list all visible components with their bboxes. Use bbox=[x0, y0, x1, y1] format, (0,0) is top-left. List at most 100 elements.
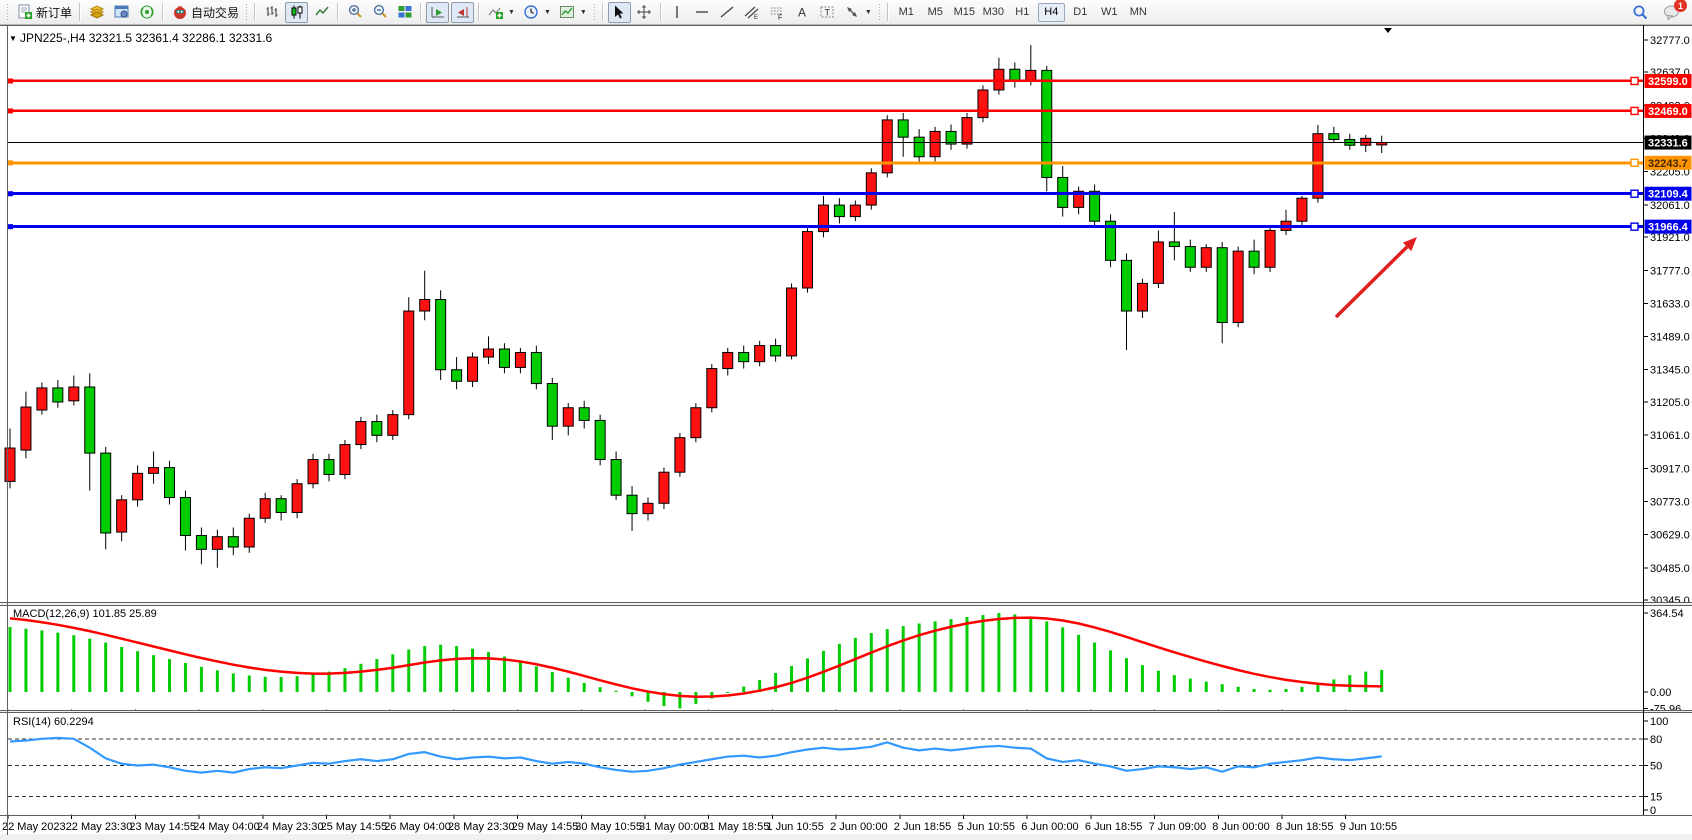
tile-windows-button[interactable] bbox=[393, 2, 416, 23]
text-tool-button[interactable]: A bbox=[791, 2, 814, 23]
hline-left-handle[interactable] bbox=[8, 160, 13, 166]
auto-scroll-icon bbox=[429, 4, 446, 21]
chart-shift-marker[interactable] bbox=[1384, 28, 1392, 33]
hline-left-handle[interactable] bbox=[8, 191, 13, 197]
svg-text:31061.0: 31061.0 bbox=[1650, 430, 1690, 442]
hline-left-handle[interactable] bbox=[8, 78, 13, 84]
tile-windows-icon bbox=[396, 4, 413, 21]
candlestick-chart-button[interactable] bbox=[285, 1, 309, 23]
svg-text:0.00: 0.00 bbox=[1650, 687, 1671, 699]
svg-text:31777.0: 31777.0 bbox=[1650, 265, 1690, 277]
toolbar-grip[interactable] bbox=[6, 3, 10, 21]
horizontal-line-tool-button[interactable] bbox=[691, 2, 714, 23]
horizontal-line-icon bbox=[694, 4, 711, 21]
timeframe-button-mn[interactable]: MN bbox=[1125, 3, 1152, 22]
svg-text:31921.0: 31921.0 bbox=[1650, 232, 1690, 244]
time-label: 29 May 14:55 bbox=[512, 821, 579, 833]
hline-right-handle[interactable] bbox=[1630, 158, 1639, 167]
chart-background bbox=[0, 25, 1692, 840]
svg-text:364.54: 364.54 bbox=[1650, 608, 1684, 620]
toolbar-grip[interactable] bbox=[245, 3, 250, 21]
horizontal-lines[interactable]: 32599.0 32469.0 32331.6 32243.7 32109.4 31966… bbox=[8, 73, 1692, 234]
text-label-tool-button[interactable]: T bbox=[816, 2, 839, 23]
search-button[interactable] bbox=[1629, 2, 1652, 23]
line-chart-button[interactable] bbox=[310, 2, 333, 23]
timeframe-button-h4[interactable]: H4 bbox=[1037, 2, 1065, 22]
equidistant-channel-tool-button[interactable]: E bbox=[741, 2, 764, 23]
dropdown-caret-icon: ▼ bbox=[543, 8, 551, 16]
line-chart-icon bbox=[313, 4, 330, 21]
hline-right-handle[interactable] bbox=[1630, 76, 1639, 86]
hline-left-handle[interactable] bbox=[8, 108, 13, 114]
vertical-line-tool-button[interactable] bbox=[666, 2, 689, 23]
hline-right-handle[interactable] bbox=[1630, 222, 1639, 231]
indicators-button[interactable]: ▼ bbox=[484, 2, 518, 23]
timeframe-button-d1[interactable]: D1 bbox=[1067, 3, 1094, 22]
time-label: 24 May 23:30 bbox=[257, 821, 324, 833]
time-label: 31 May 00:00 bbox=[639, 821, 706, 833]
price-label-32109.4 bbox=[1644, 186, 1692, 201]
time-label: 9 Jun 10:55 bbox=[1340, 821, 1398, 833]
trendline-tool-button[interactable] bbox=[716, 2, 739, 23]
chart-shift-button[interactable] bbox=[451, 1, 475, 23]
hline-right-handle[interactable] bbox=[1630, 189, 1639, 198]
time-label: 2 Jun 00:00 bbox=[830, 821, 888, 833]
timeframe-button-m15[interactable]: M15 bbox=[951, 3, 978, 22]
time-label: 22 May 2023 bbox=[2, 821, 66, 833]
zoom-out-button[interactable] bbox=[368, 2, 391, 23]
notifications-button[interactable]: 1 bbox=[1660, 0, 1687, 23]
new-order-button[interactable]: 新订单 bbox=[13, 2, 75, 23]
vertical-line-icon bbox=[669, 4, 686, 21]
price-label-32331.6 bbox=[1644, 135, 1692, 150]
hline-left-handle[interactable] bbox=[8, 224, 13, 230]
new-order-label: 新订单 bbox=[36, 5, 73, 20]
svg-text:32109.4: 32109.4 bbox=[1648, 189, 1689, 201]
auto-scroll-button[interactable] bbox=[426, 1, 450, 23]
chart-header: ▼ JPN225-,H4 32321.5 32361.4 32286.1 3233… bbox=[9, 28, 1392, 45]
profiles-button[interactable] bbox=[85, 2, 108, 23]
timeframe-button-m1[interactable]: M1 bbox=[893, 3, 920, 22]
time-label: 23 May 14:55 bbox=[129, 821, 196, 833]
candlesticks bbox=[4, 45, 1388, 568]
trend-arrow-annotation[interactable] bbox=[1334, 237, 1417, 319]
arrows-tool-button[interactable]: ▼ bbox=[841, 2, 875, 23]
autotrading-icon bbox=[171, 4, 188, 21]
periods-clock-icon bbox=[523, 4, 540, 21]
market-watch-button[interactable] bbox=[110, 2, 133, 23]
text-label-icon: T bbox=[819, 4, 836, 21]
time-label: 7 Jun 09:00 bbox=[1149, 821, 1207, 833]
timeframe-button-m5[interactable]: M5 bbox=[922, 3, 949, 22]
svg-text:▼: ▼ bbox=[9, 34, 17, 43]
crosshair-tool-button[interactable] bbox=[633, 2, 656, 23]
price-label-32599.0 bbox=[1644, 73, 1692, 88]
templates-button[interactable]: ▼ bbox=[556, 2, 590, 23]
autotrading-button[interactable]: 自动交易 bbox=[168, 2, 242, 23]
toolbar-grip[interactable] bbox=[592, 3, 597, 21]
macd-label: MACD(12,26,9) 101.85 25.89 bbox=[13, 608, 157, 620]
timeframe-button-h1[interactable]: H1 bbox=[1009, 3, 1036, 22]
bar-chart-button[interactable] bbox=[260, 2, 283, 23]
svg-text:32243.7: 32243.7 bbox=[1648, 158, 1688, 170]
chart-shift-icon bbox=[454, 4, 471, 21]
dropdown-caret-icon: ▼ bbox=[864, 8, 872, 16]
navigator-button[interactable] bbox=[135, 2, 158, 23]
periods-button[interactable]: ▼ bbox=[520, 2, 554, 23]
navigator-icon bbox=[138, 4, 155, 21]
time-label: 25 May 14:55 bbox=[321, 821, 388, 833]
price-label-32243.7 bbox=[1644, 155, 1692, 170]
hline-right-handle[interactable] bbox=[1630, 106, 1639, 116]
macd-panel: MACD(12,26,9) 101.85 25.89 364.54 0.00 -75.… bbox=[8, 608, 1684, 715]
zoom-in-button[interactable] bbox=[343, 2, 366, 23]
fibonacci-tool-button[interactable]: F bbox=[766, 2, 789, 23]
arrows-shapes-icon bbox=[844, 4, 861, 21]
timeframe-button-w1[interactable]: W1 bbox=[1096, 3, 1123, 22]
timeframe-toolbar: M1 M5 M15 M30 H1 H4 D1 W1 MN bbox=[892, 2, 1153, 22]
toolbar-grip[interactable] bbox=[877, 3, 882, 21]
timeframe-button-m30[interactable]: M30 bbox=[980, 3, 1007, 22]
panel-borders bbox=[0, 25, 1692, 835]
cursor-tool-button[interactable] bbox=[607, 1, 631, 23]
svg-text:32599.0: 32599.0 bbox=[1648, 76, 1688, 88]
svg-text:31966.4: 31966.4 bbox=[1648, 222, 1689, 234]
